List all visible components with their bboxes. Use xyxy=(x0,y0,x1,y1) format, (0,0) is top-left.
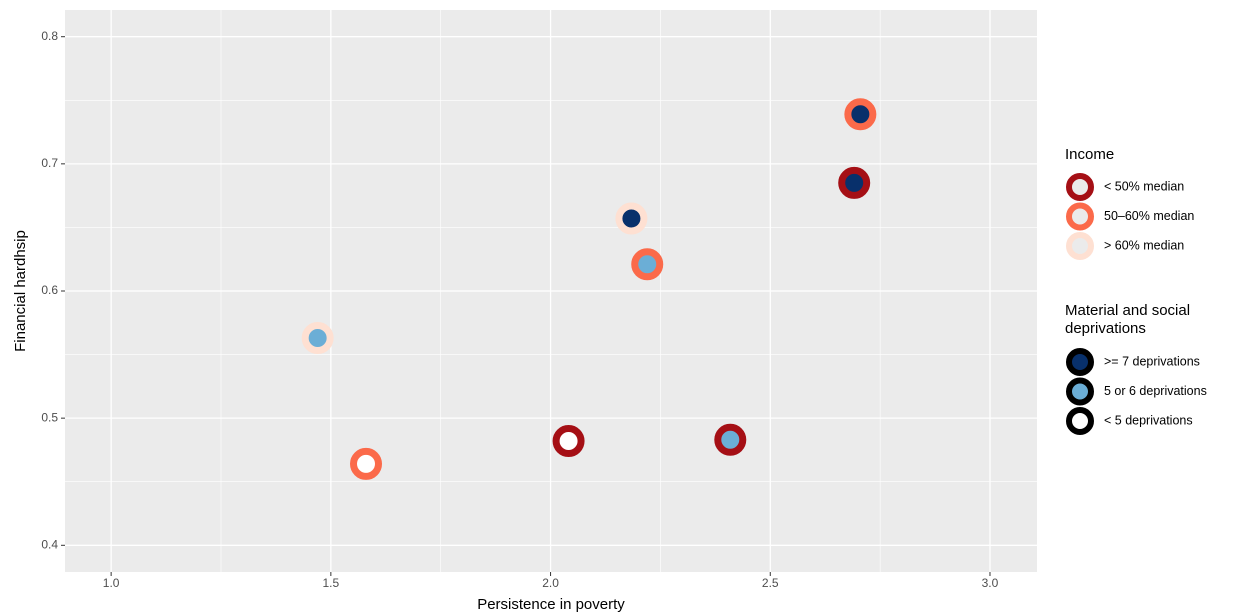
legend-title: Income xyxy=(1065,146,1114,163)
legend-key xyxy=(1066,377,1094,406)
legend-label: >= 7 deprivations xyxy=(1104,354,1200,368)
legend-key xyxy=(1066,173,1094,201)
x-tick-label: 2.5 xyxy=(762,576,779,590)
x-tick-label: 3.0 xyxy=(982,576,999,590)
y-tick-label: 0.5 xyxy=(41,410,58,424)
y-tick-label: 0.4 xyxy=(41,537,58,551)
point xyxy=(350,447,383,480)
y-axis-title: Financial hardhsip xyxy=(12,230,29,352)
y-tick-label: 0.6 xyxy=(41,283,58,297)
legend-key xyxy=(1066,348,1094,376)
point xyxy=(631,248,664,281)
point xyxy=(615,202,648,235)
legend-label: 50–60% median xyxy=(1104,209,1194,223)
point xyxy=(838,166,871,199)
legend-label: < 5 deprivations xyxy=(1104,413,1193,427)
legend-label: > 60% median xyxy=(1104,238,1184,252)
x-tick-label: 1.5 xyxy=(323,576,340,590)
legend-label: < 50% median xyxy=(1104,179,1184,193)
legend-key xyxy=(1066,407,1094,435)
y-tick-label: 0.8 xyxy=(41,29,58,43)
x-tick-label: 2.0 xyxy=(542,576,559,590)
point xyxy=(552,425,585,458)
legend-label: 5 or 6 deprivations xyxy=(1104,384,1207,398)
point xyxy=(714,423,747,456)
legend-key xyxy=(1066,202,1094,231)
y-tick-label: 0.7 xyxy=(41,156,58,170)
point xyxy=(844,98,877,131)
legend-title: deprivations xyxy=(1065,320,1146,337)
x-axis-title: Persistence in poverty xyxy=(477,596,625,613)
x-tick-label: 1.0 xyxy=(103,576,120,590)
point xyxy=(301,322,334,355)
legend-key xyxy=(1066,232,1094,260)
legend-title: Material and social xyxy=(1065,302,1190,319)
